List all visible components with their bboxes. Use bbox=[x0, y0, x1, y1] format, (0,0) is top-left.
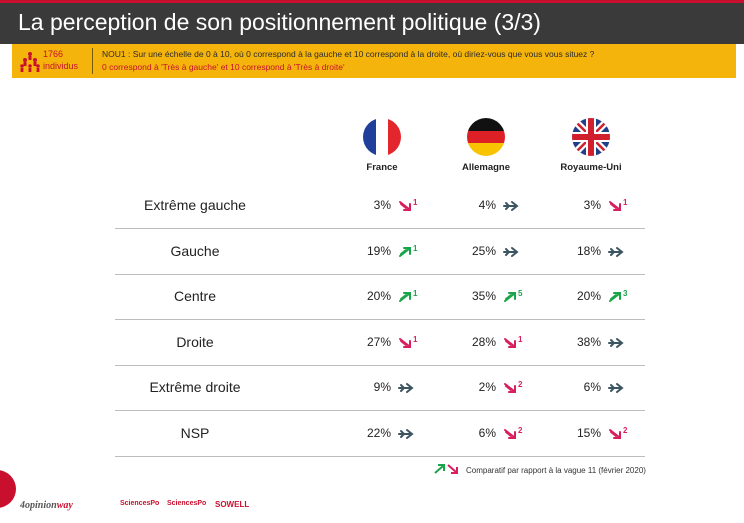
trend-down-icon bbox=[399, 201, 411, 211]
row-label: NSP bbox=[180, 424, 210, 441]
trend-diff: 1 bbox=[413, 198, 418, 207]
trend-down-icon bbox=[504, 383, 516, 393]
france-flag-icon bbox=[363, 118, 401, 156]
trend-down-icon bbox=[609, 201, 621, 211]
trend-up-icon bbox=[399, 246, 411, 257]
country-uk: Royaume-Uni bbox=[560, 162, 622, 173]
brand-corner-shape bbox=[0, 470, 16, 508]
trend-up-icon bbox=[504, 292, 516, 302]
trend-flat-icon bbox=[608, 383, 624, 393]
row-divider bbox=[115, 364, 645, 366]
page-title: La perception de son positionnement poli… bbox=[18, 9, 541, 35]
trend-diff: 1 bbox=[413, 289, 418, 298]
cell-value: 38% bbox=[576, 334, 601, 349]
row-divider bbox=[115, 410, 645, 411]
sowell-logo: SOWELL bbox=[215, 500, 250, 509]
cell-value: 25% bbox=[471, 243, 496, 258]
people-icon bbox=[20, 52, 40, 72]
cell-value: 3% bbox=[373, 198, 391, 212]
trend-diff: 5 bbox=[518, 289, 523, 298]
cell-value: 20% bbox=[576, 289, 601, 303]
trend-down-icon bbox=[504, 337, 516, 348]
trend-flat-icon bbox=[608, 246, 624, 257]
cell-value: 22% bbox=[366, 425, 391, 440]
cell-value: 19% bbox=[366, 243, 391, 258]
row-label: Gauche bbox=[170, 242, 220, 259]
country-france: France bbox=[366, 162, 398, 173]
cell-value: 2% bbox=[478, 380, 496, 394]
trend-flat-icon bbox=[398, 428, 414, 439]
row-divider bbox=[115, 273, 645, 275]
row-divider bbox=[115, 455, 645, 457]
trend-up-icon bbox=[399, 292, 411, 302]
trend-flat-icon bbox=[398, 383, 414, 393]
title-bar: La perception de son positionnement poli… bbox=[0, 0, 744, 44]
germany-flag-icon bbox=[467, 118, 505, 156]
question-note: 0 correspond à 'Très à gauche' et 10 cor… bbox=[102, 62, 345, 72]
question-text: NOU1 : Sur une échelle de 0 à 10, où 0 c… bbox=[102, 49, 595, 59]
trend-flat-icon bbox=[503, 246, 519, 257]
row-label: Extrême gauche bbox=[144, 197, 246, 213]
cell-value: 4% bbox=[478, 198, 496, 212]
trend-flat-icon bbox=[503, 201, 519, 211]
trend-up-icon bbox=[609, 292, 621, 302]
trend-diff: 2 bbox=[623, 425, 628, 435]
cell-value: 20% bbox=[366, 289, 391, 303]
sciencespo-cevipof-logo: SciencesPo bbox=[167, 500, 207, 507]
trend-flat-icon bbox=[608, 337, 624, 348]
question-banner: 1766 individus NOU1 : Sur une échelle de… bbox=[12, 44, 736, 78]
cell-value: 9% bbox=[373, 380, 391, 394]
uk-flag-icon bbox=[572, 118, 610, 156]
trend-diff: 2 bbox=[518, 425, 523, 435]
trend-diff: 1 bbox=[413, 334, 418, 344]
banner-divider bbox=[92, 48, 93, 74]
sample-size: 1766 individus bbox=[17, 47, 87, 75]
cell-value: 15% bbox=[576, 425, 601, 440]
legend-text: Comparatif par rapport à la vague 11 (fé… bbox=[466, 466, 646, 475]
trend-diff: 1 bbox=[413, 243, 418, 253]
trend-down-icon bbox=[609, 428, 621, 439]
sciencespo-logo: SciencesPo bbox=[120, 500, 160, 507]
trend-diff: 1 bbox=[518, 334, 523, 344]
cell-value: 3% bbox=[583, 198, 601, 212]
cell-value: 27% bbox=[366, 334, 391, 349]
opinionway-logo: 4opinionway bbox=[20, 500, 73, 511]
trend-diff: 2 bbox=[518, 380, 523, 389]
cell-value: 6% bbox=[478, 425, 496, 440]
trend-diff: 1 bbox=[623, 198, 628, 207]
row-divider bbox=[115, 228, 645, 229]
sample-count: 1766 bbox=[43, 49, 64, 59]
cell-value: 28% bbox=[471, 334, 496, 349]
cell-value: 18% bbox=[576, 243, 601, 258]
trend-diff: 3 bbox=[623, 289, 628, 298]
trend-legend-icon bbox=[434, 464, 458, 474]
row-label: Droite bbox=[176, 333, 214, 350]
row-divider bbox=[115, 319, 645, 320]
trend-down-icon bbox=[399, 337, 411, 348]
row-label: Centre bbox=[173, 288, 217, 304]
cell-value: 35% bbox=[471, 289, 496, 303]
sample-label: individus bbox=[43, 61, 79, 71]
trend-down-icon bbox=[504, 428, 516, 439]
cell-value: 6% bbox=[583, 380, 601, 394]
country-germany: Allemagne bbox=[461, 162, 511, 173]
row-label: Extrême droite bbox=[149, 379, 241, 395]
